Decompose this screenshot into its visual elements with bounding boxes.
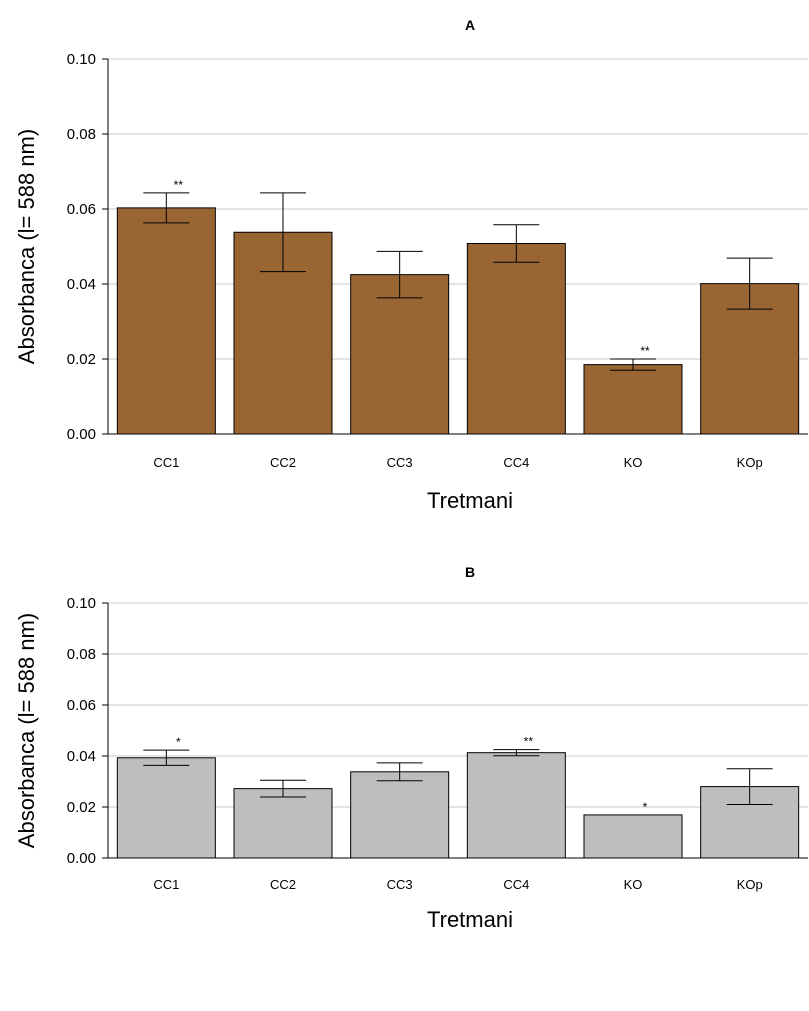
x-tick-label: CC2	[270, 877, 296, 892]
bar-cc1	[116, 757, 216, 859]
bar-cc4	[466, 752, 566, 859]
significance-marker: *	[643, 800, 648, 814]
bar-cc3	[350, 274, 450, 435]
panel-title: A	[465, 17, 475, 33]
bar-cc1	[116, 207, 216, 435]
chart-panel-b: 0.00 0.02 0.04 0.06 0.08 0.10 * CC1 CC2 CC3 ** CC4 *…	[14, 564, 808, 932]
y-tick-label: 0.10	[67, 51, 96, 68]
x-tick-label: KOp	[737, 877, 763, 892]
x-tick-label: CC3	[387, 455, 413, 470]
bar-cc3	[350, 771, 450, 859]
x-tick-label: CC1	[153, 455, 179, 470]
y-tick-label: 0.06	[67, 201, 96, 218]
panel-title: B	[465, 564, 475, 580]
x-tick-label: CC4	[503, 877, 529, 892]
y-tick-label: 0.08	[67, 126, 96, 143]
significance-marker: **	[524, 735, 534, 749]
y-tick-label: 0.10	[67, 595, 96, 612]
x-axis-title: Tretmani	[427, 907, 513, 932]
x-axis-title: Tretmani	[427, 488, 513, 513]
x-tick-label: KOp	[737, 455, 763, 470]
x-tick-label: CC1	[153, 877, 179, 892]
y-tick-label: 0.06	[67, 697, 96, 714]
bar-cc4	[466, 243, 566, 435]
y-axis-title: Absorbanca (l= 588 nm)	[14, 129, 39, 364]
bar-ko	[583, 814, 683, 859]
y-tick-label: 0.00	[67, 426, 96, 443]
y-tick-label: 0.00	[67, 850, 96, 867]
y-tick-label: 0.08	[67, 646, 96, 663]
y-tick-label: 0.02	[67, 351, 96, 368]
bar-cc2	[233, 788, 333, 859]
significance-marker: **	[174, 178, 184, 192]
bar-ko	[583, 364, 683, 435]
chart-panel-a: 0.00 0.02 0.04 0.06 0.08 0.10 ** CC1 CC2 CC3 CC4 **…	[14, 17, 808, 513]
y-axis-title: Absorbanca (l= 588 nm)	[14, 613, 39, 848]
significance-marker: *	[176, 735, 181, 749]
x-tick-label: CC2	[270, 455, 296, 470]
y-tick-label: 0.04	[67, 276, 96, 293]
x-tick-label: KO	[624, 877, 643, 892]
x-tick-label: CC4	[503, 455, 529, 470]
y-tick-label: 0.02	[67, 799, 96, 816]
y-tick-label: 0.04	[67, 748, 96, 765]
x-tick-label: KO	[624, 455, 643, 470]
x-tick-label: CC3	[387, 877, 413, 892]
significance-marker: **	[640, 344, 650, 358]
